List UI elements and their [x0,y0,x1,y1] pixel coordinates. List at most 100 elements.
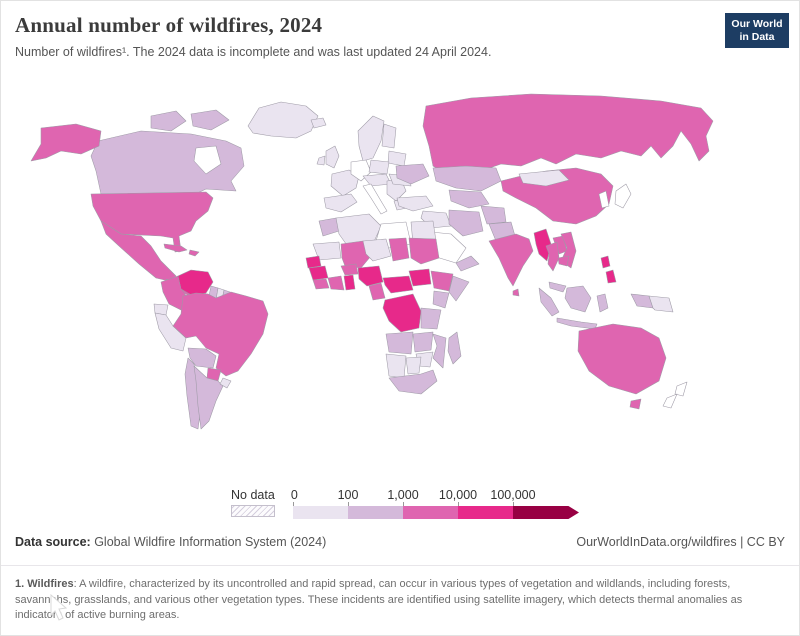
legend-segment-4[interactable] [458,506,513,519]
region-peru[interactable] [154,312,187,352]
region-chad[interactable] [388,237,410,262]
region-south-sudan[interactable] [408,268,432,287]
region-madagascar[interactable] [447,331,462,365]
region-norway-sweden[interactable] [357,115,385,162]
region-iceland[interactable] [310,117,327,129]
region-kazakhstan[interactable] [432,165,502,192]
region-sulawesi[interactable] [596,293,609,313]
region-iran[interactable] [448,209,484,237]
region-cote-divoire[interactable] [327,275,345,291]
region-sierra-leone-liberia[interactable] [312,278,330,290]
region-java[interactable] [556,317,598,330]
region-finland[interactable] [381,123,397,149]
region-ireland[interactable] [316,155,326,166]
legend-tick-100: 100 [337,488,359,502]
region-korea[interactable] [598,190,610,209]
region-afghanistan[interactable] [480,205,507,225]
region-spain[interactable] [323,193,358,213]
region-canada-arctic-2[interactable] [190,109,230,131]
region-cuba[interactable] [163,243,188,253]
data-source-text: Global Wildfire Information System (2024… [90,535,327,549]
legend-tick-0: 0 [290,488,298,502]
legend-tick-10000: 10,000 [438,488,478,502]
region-myanmar[interactable] [533,228,552,262]
region-mauritania[interactable] [312,241,342,261]
region-australia[interactable] [577,323,667,395]
region-namibia[interactable] [385,353,407,379]
region-borneo[interactable] [564,285,592,313]
region-sumatra[interactable] [538,287,560,317]
region-burkina-faso[interactable] [340,263,359,276]
region-japan[interactable] [614,183,632,209]
region-central-african-republic[interactable] [382,275,414,294]
legend-segment-1[interactable] [293,506,348,519]
hudson-bay-water [193,145,222,175]
region-zambia[interactable] [412,331,434,353]
footnote-text: : A wildfire, characterized by its uncon… [15,578,743,622]
region-ghana[interactable] [343,274,356,291]
region-uruguay[interactable] [219,377,232,389]
region-alaska[interactable] [30,123,102,162]
region-senegal[interactable] [305,255,322,269]
region-canada-arctic-1[interactable] [150,110,187,132]
region-bolivia[interactable] [187,347,217,369]
legend-tickmark [348,502,349,506]
region-south-africa[interactable] [388,369,438,395]
region-botswana[interactable] [405,356,422,375]
region-sudan[interactable] [408,237,440,265]
region-hispaniola[interactable] [188,249,200,257]
owid-credit-link[interactable]: OurWorldInData.org/wildfires | CC BY [576,535,785,549]
region-tasmania[interactable] [629,398,642,410]
legend-tickmark [513,502,514,506]
region-cameroon[interactable] [368,282,386,301]
region-argentina[interactable] [193,365,224,430]
region-morocco[interactable] [318,217,340,237]
region-angola[interactable] [385,331,414,355]
region-malaysia[interactable] [548,281,567,293]
region-poland[interactable] [368,159,390,175]
region-russia[interactable] [422,93,714,175]
region-philippines-north[interactable] [600,255,611,269]
region-usa[interactable] [90,191,214,253]
region-nigeria[interactable] [357,265,384,287]
owid-logo[interactable]: Our World in Data [725,13,789,49]
data-source-label: Data source: [15,535,91,549]
region-yemen-oman[interactable] [455,255,480,272]
region-greenland[interactable] [247,101,319,139]
region-central-asia[interactable] [448,189,490,209]
region-papua-new-guinea[interactable] [648,295,674,313]
owid-logo-line1: Our World [731,18,783,30]
region-new-zealand-south[interactable] [662,393,678,409]
region-india[interactable] [488,233,534,287]
region-somalia[interactable] [448,275,470,302]
region-sri-lanka[interactable] [512,288,520,297]
region-new-zealand-north[interactable] [674,381,688,397]
region-france[interactable] [330,169,360,197]
region-ethiopia[interactable] [430,270,454,292]
region-brazil[interactable] [172,291,269,377]
legend-segment-3[interactable] [403,506,458,519]
region-kenya[interactable] [432,290,450,309]
region-thailand[interactable] [545,241,560,272]
region-niger[interactable] [362,238,392,262]
region-uk[interactable] [325,145,340,169]
page-title: Annual number of wildfires, 2024 [15,13,323,37]
region-italy[interactable] [362,183,388,215]
region-cambodia[interactable] [557,255,570,267]
region-venezuela[interactable] [177,269,214,297]
region-baltics-belarus[interactable] [387,150,407,167]
no-data-swatch[interactable] [231,505,275,517]
region-mozambique[interactable] [432,333,447,369]
region-guinea[interactable] [308,265,329,281]
data-source: Data source: Global Wildfire Information… [15,535,326,549]
legend-segment-2[interactable] [348,506,403,519]
region-mongolia[interactable] [518,169,570,187]
region-drc[interactable] [382,293,422,333]
region-turkey[interactable] [396,195,434,212]
region-tanzania[interactable] [420,307,442,330]
legend-gradient-bar[interactable] [293,506,579,519]
region-philippines-south[interactable] [605,269,617,284]
legend-segment-5-arrow[interactable] [513,506,579,519]
region-ukraine[interactable] [395,163,430,185]
